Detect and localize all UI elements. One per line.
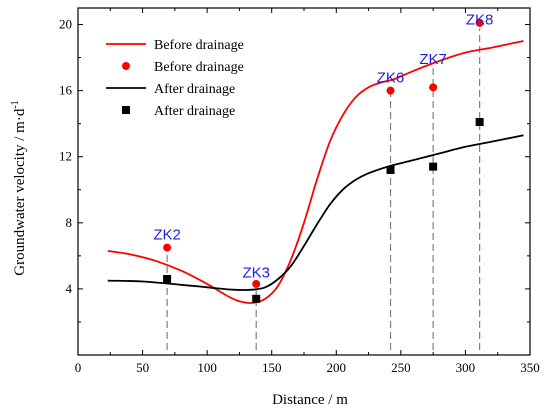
x-tick-label: 300 [456, 360, 476, 375]
y-tick-label: 12 [59, 149, 72, 164]
after-drainage-point [163, 274, 172, 283]
x-tick-label: 50 [136, 360, 149, 375]
legend-label: After drainage [154, 82, 235, 97]
legend: Before drainage Before drainage After drai… [106, 38, 244, 119]
legend-label: After drainage [154, 104, 235, 119]
borehole-label: ZK7 [419, 51, 447, 68]
x-tick-label: 0 [75, 360, 82, 375]
x-tick-label: 100 [197, 360, 217, 375]
y-tick-label: 8 [66, 215, 73, 230]
before-drainage-point [386, 86, 395, 95]
before-drainage-line [107, 40, 524, 304]
before-drainage-point [429, 83, 438, 92]
annotations: ZK2 ZK3 ZK6 ZK7 ZK8 [153, 12, 493, 282]
after-drainage-point [475, 118, 484, 127]
y-tick-label: 16 [59, 83, 73, 98]
after-drainage-line [107, 134, 524, 291]
after-drainage-point [252, 294, 261, 303]
legend-circle-swatch [122, 62, 130, 70]
y-axis-label-superscript: -1 [10, 100, 21, 108]
y-tick-label: 4 [66, 281, 73, 296]
legend-label: Before drainage [154, 60, 244, 75]
borehole-label: ZK3 [242, 264, 270, 281]
after-drainage-point [386, 165, 395, 174]
after-drainage-point [429, 162, 438, 171]
borehole-label: ZK8 [466, 12, 494, 29]
axes: 0 50 100 150 200 250 300 350 4 8 12 16 20 [59, 7, 540, 375]
series-lines [107, 40, 524, 304]
borehole-label: ZK6 [377, 69, 405, 86]
x-tick-label: 350 [520, 360, 540, 375]
x-axis-label: Distance / m [272, 392, 348, 408]
series-markers [163, 18, 484, 303]
y-axis-label-main: Groundwater velocity / m·d [12, 108, 28, 276]
borehole-label: ZK2 [153, 226, 181, 243]
before-drainage-point [475, 18, 484, 27]
before-drainage-point [252, 279, 261, 288]
x-tick-label: 200 [327, 360, 347, 375]
x-tick-label: 150 [262, 360, 282, 375]
y-axis-label: Groundwater velocity / m·d-1 [10, 100, 28, 275]
legend-label: Before drainage [154, 38, 244, 53]
guide-lines [166, 28, 481, 351]
before-drainage-point [163, 243, 172, 252]
legend-square-swatch [122, 106, 130, 114]
y-tick-label: 20 [59, 17, 72, 32]
x-tick-label: 250 [391, 360, 411, 375]
plot-frame [77, 7, 531, 356]
